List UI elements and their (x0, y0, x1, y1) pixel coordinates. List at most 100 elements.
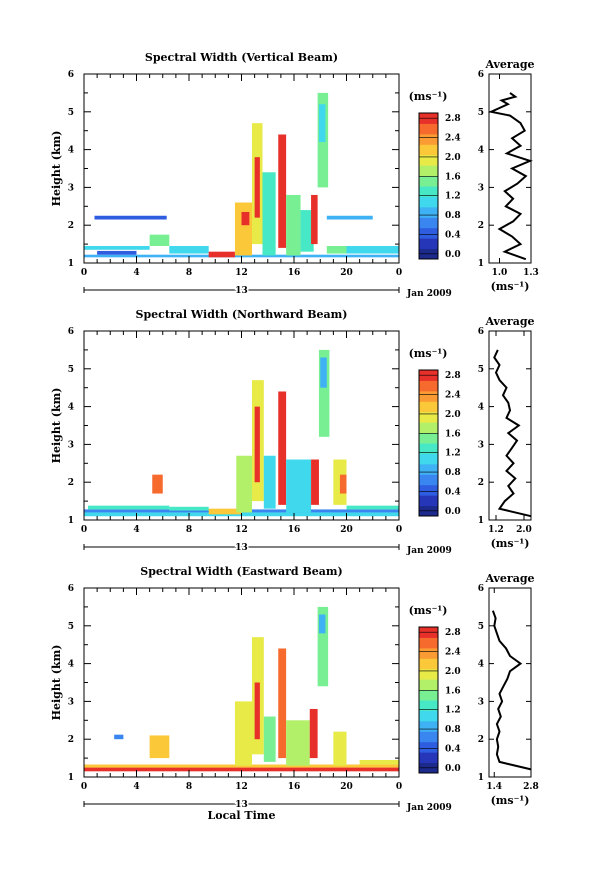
colorbar-tick-label: 2.0 (445, 153, 461, 163)
y-tick-label: 1 (68, 773, 74, 783)
y-axis-label: Height (km) (50, 645, 63, 721)
data-cell (208, 251, 235, 258)
profile-frame (488, 73, 532, 264)
x-tick-label: 8 (186, 268, 192, 278)
colorbar-swatch (419, 731, 438, 743)
colorbar-tick-label: 1.6 (445, 172, 461, 182)
data-cell (278, 134, 287, 248)
data-cell (286, 194, 301, 256)
data-cell (263, 716, 276, 762)
profile-y-tick-label: 3 (478, 183, 484, 193)
panel-1: Spectral Width (Vertical Beam)0 4 8 12 16 20 0… (50, 51, 539, 299)
y-tick-label: 5 (68, 365, 74, 375)
colorbar-swatch (419, 647, 438, 659)
colorbar-tick-label: 0.0 (445, 250, 461, 260)
colorbar-tick-label: 2.4 (445, 391, 461, 401)
data-cell (149, 234, 170, 246)
profile-y-tick-label: 4 (478, 660, 484, 670)
x-tick-label: 8 (186, 525, 192, 535)
data-cell (333, 731, 347, 766)
x-tick-label: 12 (235, 268, 248, 278)
data-cell (84, 764, 399, 768)
data-cell (311, 194, 318, 245)
data-cell (241, 211, 250, 226)
y-tick-label: 6 (68, 70, 74, 80)
data-cell (262, 172, 276, 256)
x-tick-label: 16 (288, 782, 301, 792)
profile-x-tick-label: 2.0 (516, 525, 532, 535)
profile-title: Average (484, 572, 534, 585)
profile-y-tick-label: 1 (478, 773, 484, 783)
data-cell (339, 474, 347, 494)
colorbar-swatch (419, 401, 438, 413)
date-bar-label: 13 (235, 286, 248, 296)
y-tick-label: 4 (68, 660, 74, 670)
profile-x-tick-label: 1.4 (486, 782, 502, 792)
data-cell (309, 708, 318, 759)
data-cell (84, 767, 399, 772)
y-tick-label: 1 (68, 259, 74, 269)
data-cell (87, 505, 170, 510)
y-tick-label: 3 (68, 440, 74, 450)
colorbar-unit: (ms⁻¹) (409, 90, 448, 103)
profile-line (487, 92, 533, 261)
x-tick-label: 0 (396, 525, 402, 535)
data-cell (208, 508, 242, 515)
profile-line (493, 349, 532, 518)
y-tick-label: 4 (68, 146, 74, 156)
colorbar-swatch (419, 752, 438, 764)
y-tick-label: 2 (68, 478, 74, 488)
x-tick-label: 0 (81, 782, 87, 792)
x-tick-label: 16 (288, 525, 301, 535)
x-tick-label: 12 (235, 782, 248, 792)
data-cell (254, 406, 260, 483)
data-cell (278, 391, 287, 505)
data-cell (254, 682, 260, 740)
date-bar-label: 13 (235, 800, 248, 810)
profile-x-tick-label: 2.8 (523, 782, 539, 792)
profile-x-tick-label: 1.0 (492, 268, 508, 278)
profile-x-label: (ms⁻¹) (491, 537, 530, 550)
panel-2: Spectral Width (Northward Beam)0 4 8 12 16 20… (50, 308, 535, 556)
colorbar-tick-label: 0.8 (445, 468, 461, 478)
data-cell (320, 357, 327, 388)
colorbar-swatch (419, 474, 438, 486)
colorbar-swatch (419, 453, 438, 465)
y-axis-label: Height (km) (50, 388, 63, 464)
colorbar-tick-label: 2.8 (445, 628, 461, 638)
data-cell (286, 459, 312, 513)
data-cell (326, 215, 373, 220)
colorbar-tick-label: 0.8 (445, 211, 461, 221)
colorbar-tick-label: 1.2 (445, 449, 461, 459)
colorbar-frame (418, 369, 439, 517)
y-tick-label: 5 (68, 622, 74, 632)
profile-y-tick-label: 6 (478, 584, 484, 594)
y-tick-label: 2 (68, 221, 74, 231)
y-tick-label: 3 (68, 697, 74, 707)
y-tick-label: 6 (68, 584, 74, 594)
colorbar-tick-label: 2.0 (445, 667, 461, 677)
colorbar-unit: (ms⁻¹) (409, 347, 448, 360)
colorbar-tick-label: 2.4 (445, 134, 461, 144)
data-cell (169, 245, 209, 254)
data-cell (97, 250, 137, 255)
data-cell (236, 455, 252, 513)
panel-3: Spectral Width (Eastward Beam)0 4 8 12 16 20 0… (50, 565, 539, 822)
colorbar-swatch (419, 196, 438, 208)
colorbar-tick-label: 0.4 (445, 744, 461, 754)
x-axis-label: Local Time (208, 809, 276, 822)
x-tick-label: 20 (340, 268, 353, 278)
colorbar-swatch (419, 227, 438, 239)
colorbar-swatch (419, 217, 438, 229)
panel-title: Spectral Width (Northward Beam) (136, 308, 348, 321)
colorbar-swatch (419, 720, 438, 732)
colorbar-swatch (419, 689, 438, 701)
y-tick-label: 1 (68, 516, 74, 526)
colorbar-swatch (419, 390, 438, 402)
profile-y-tick-label: 3 (478, 440, 484, 450)
data-cell (278, 648, 287, 759)
data-cell (94, 215, 167, 220)
data-cell (318, 614, 326, 634)
data-cell (300, 210, 314, 252)
